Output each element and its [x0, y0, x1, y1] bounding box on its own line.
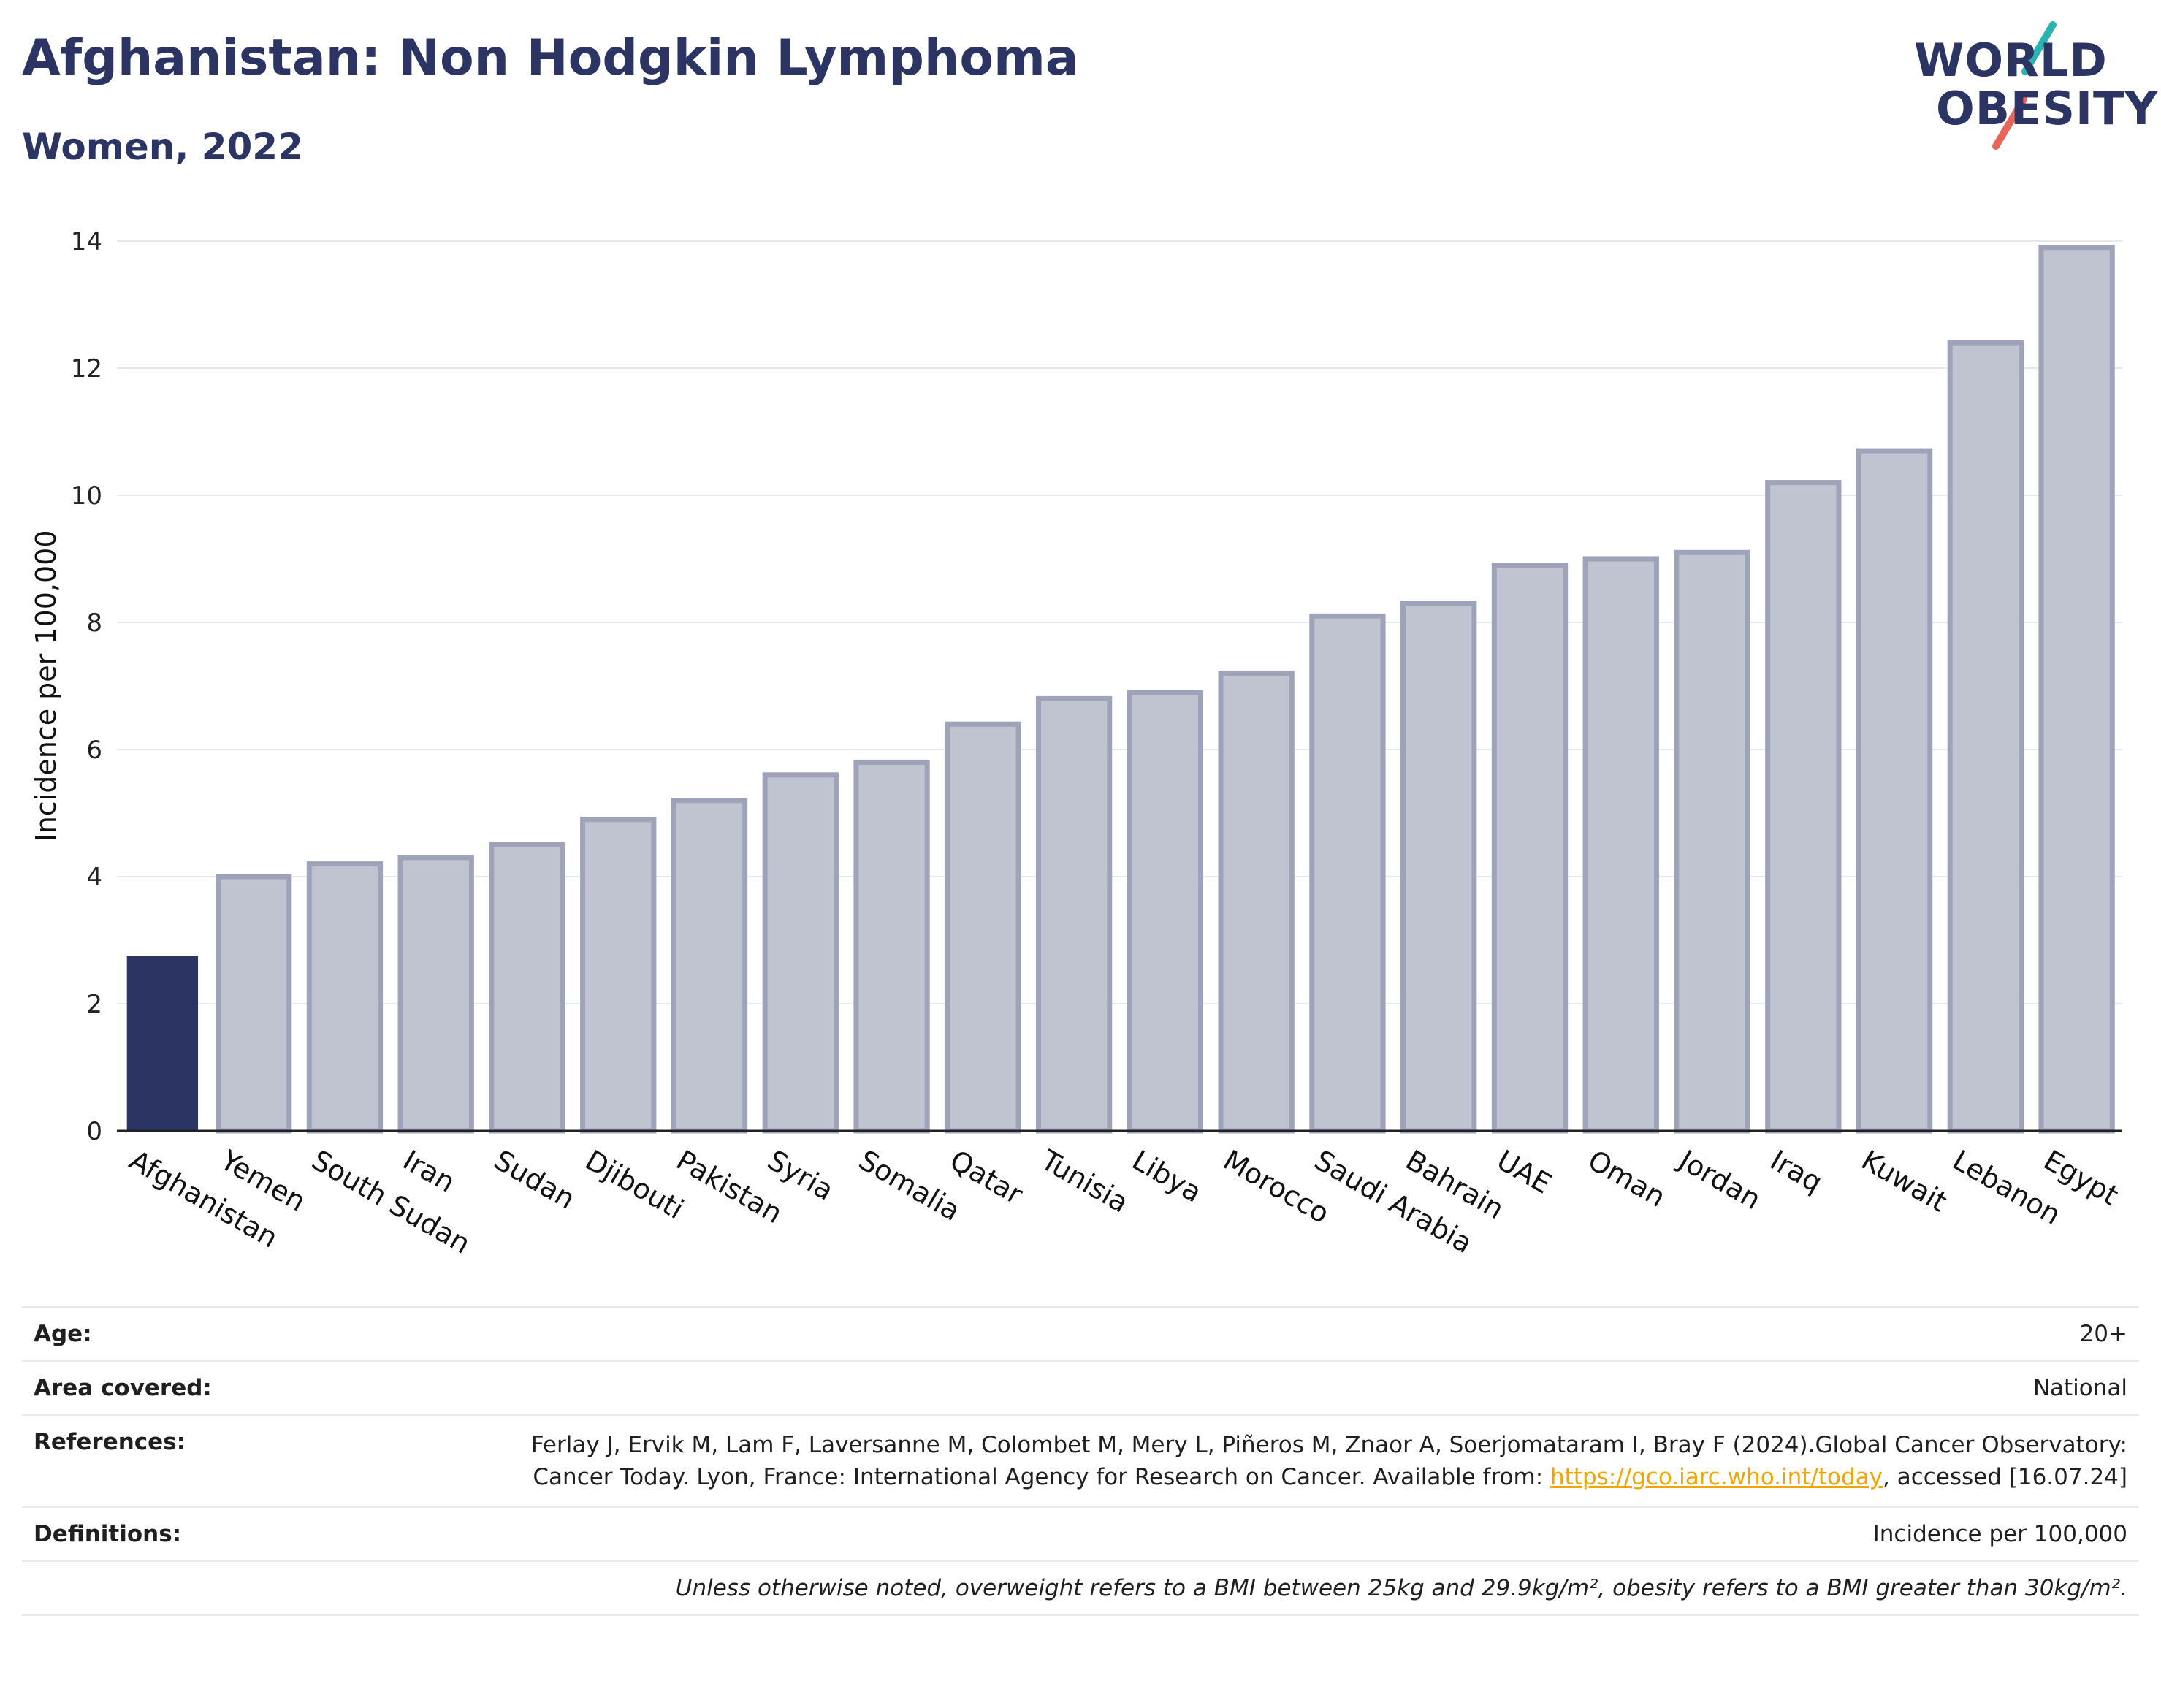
age-label: Age: [34, 1321, 92, 1347]
bar-libya [1127, 690, 1204, 1134]
x-tick-label: Djibouti [580, 1144, 690, 1226]
bar-saudi-arabia [1309, 613, 1386, 1134]
bar-uae [1491, 563, 1569, 1134]
references-suffix: , accessed [16.07.24] [1882, 1464, 2127, 1490]
bar-egypt [2038, 245, 2115, 1134]
info-row-definitions: Definitions: Incidence per 100,000 [22, 1506, 2139, 1560]
y-tick-label: 0 [86, 1117, 102, 1146]
bar-bahrain [1400, 601, 1477, 1134]
bar-djibouti [580, 817, 657, 1134]
references-label: References: [34, 1429, 186, 1455]
x-tick-label: Iran [397, 1144, 460, 1199]
bar-afghanistan [126, 956, 199, 1131]
world-obesity-logo: WORLD OBESITY [1907, 20, 2157, 152]
logo-word-world: WORLD [1914, 34, 2108, 87]
info-table: Age: 20+ Area covered: National Referenc… [22, 1306, 2139, 1616]
x-tick-label: Oman [1582, 1144, 1671, 1213]
y-tick-label: 10 [71, 481, 102, 511]
info-row-references: References: Ferlay J, Ervik M, Lam F, La… [22, 1414, 2139, 1506]
area-value: National [2032, 1375, 2127, 1401]
bar-kuwait [1856, 448, 1933, 1134]
bar-lebanon [1947, 340, 2024, 1134]
bar-jordan [1674, 549, 1750, 1134]
bar-iraq [1765, 480, 1842, 1134]
x-tick-label: Tunisia [1035, 1143, 1134, 1219]
y-axis-ticks: 0 2 4 6 8 10 12 14 [71, 227, 102, 1146]
references-value: Ferlay J, Ervik M, Lam F, Laversanne M, … [447, 1429, 2127, 1493]
bar-sudan [489, 842, 565, 1134]
page-subtitle: Women, 2022 [22, 126, 303, 168]
bar-syria [762, 772, 839, 1134]
bar-qatar [945, 721, 1021, 1134]
y-tick-label: 2 [86, 990, 102, 1019]
x-tick-label: Iraq [1765, 1144, 1828, 1199]
bars [126, 245, 2115, 1134]
x-tick-label: Kuwait [1856, 1144, 1953, 1219]
info-row-note: Unless otherwise noted, overweight refer… [22, 1560, 2139, 1616]
bar-iran [397, 855, 474, 1134]
bar-morocco [1218, 671, 1295, 1134]
y-tick-label: 6 [86, 736, 102, 765]
x-tick-label: Jordan [1672, 1143, 1766, 1216]
x-tick-label: Somalia [853, 1144, 966, 1227]
bar-somalia [853, 759, 930, 1134]
logo-slash-icon [1992, 21, 2057, 150]
info-row-age: Age: 20+ [22, 1306, 2139, 1360]
bar-pakistan [671, 798, 748, 1134]
references-text: Ferlay J, Ervik M, Lam F, Laversanne M, … [530, 1432, 2127, 1490]
bar-south-sudan [306, 861, 384, 1134]
x-tick-label: Libya [1127, 1144, 1207, 1209]
bar-tunisia [1035, 695, 1113, 1134]
info-row-area: Area covered: National [22, 1360, 2139, 1414]
x-tick-label: UAE [1491, 1144, 1556, 1200]
bar-yemen [215, 874, 292, 1134]
age-value: 20+ [2079, 1321, 2127, 1347]
y-tick-label: 12 [71, 354, 102, 384]
area-label: Area covered: [34, 1375, 212, 1401]
definitions-value: Incidence per 100,000 [1872, 1521, 2127, 1547]
y-axis-label: Incidence per 100,000 [30, 530, 62, 842]
y-tick-label: 14 [71, 227, 102, 256]
page-title: Afghanistan: Non Hodgkin Lymphoma [22, 29, 1079, 87]
x-tick-label: Sudan [489, 1144, 581, 1216]
y-tick-label: 4 [86, 863, 102, 892]
x-tick-label: South Sudan [306, 1144, 476, 1260]
references-link[interactable]: https://gco.iarc.who.int/today [1550, 1464, 1883, 1490]
bar-oman [1582, 556, 1659, 1134]
logo-word-obesity: OBESITY [1936, 82, 2159, 135]
definitions-label: Definitions: [34, 1521, 182, 1547]
footnote: Unless otherwise noted, overweight refer… [675, 1575, 2127, 1601]
y-tick-label: 8 [86, 609, 102, 638]
